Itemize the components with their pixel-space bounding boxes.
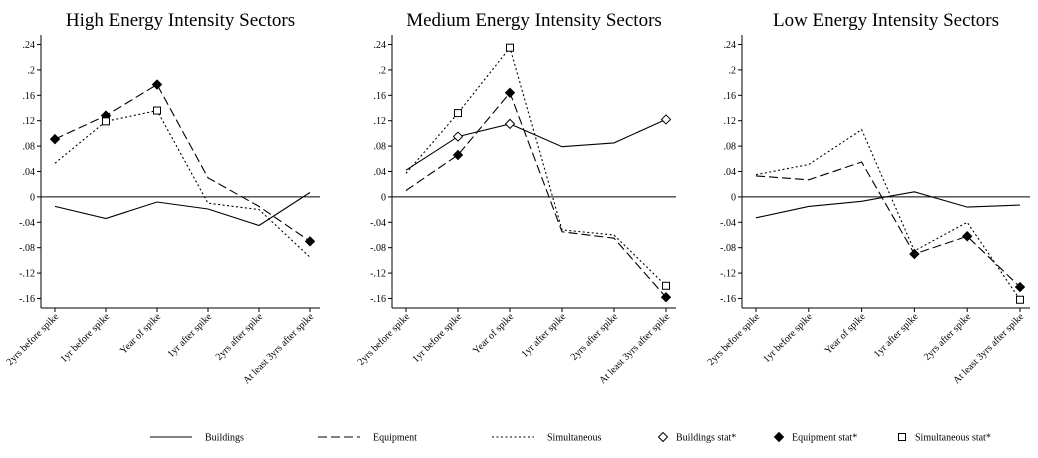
y-tick-label: -.12 [19,269,35,280]
y-tick-label: .08 [724,142,737,153]
chart-legend: Buildings Equipment Simultaneous Buildings … [150,431,991,444]
y-tick-label: .08 [374,142,387,153]
x-tick-label: 2yrs after spike [569,311,621,363]
chart-title: Medium Energy Intensity Sectors [406,10,662,31]
marker-simultaneous-stat [102,117,110,126]
marker-equipment-stat [452,149,464,161]
legend-item-buildings-stat: Buildings stat* [657,431,736,444]
legend-marker-swatch [657,431,669,443]
legend-label: Buildings [205,433,244,444]
x-tick-label: 1yr before spike [410,311,464,365]
y-tick-label: -.16 [19,294,35,305]
x-tick-label: 2yrs after spike [214,311,266,363]
marker-equipment-stat [660,291,672,303]
x-tick-label: 2yrs before spike [5,311,62,368]
legend-item-simultaneous-stat: Simultaneous stat* [898,433,991,444]
x-tick-label: 1yr after spike [519,311,568,360]
y-tick-label: 0 [30,192,35,203]
marker-simultaneous-stat [662,281,670,290]
y-tick-label: .2 [379,65,387,76]
x-tick-label: Year of spike [471,311,517,357]
legend-label: Simultaneous [547,433,602,444]
x-tick-label: 1yr after spike [872,311,921,360]
series-line-buildings [405,118,667,171]
marker-equipment-stat [304,236,316,247]
chart-panel-1: High Energy Intensity Sectors .24 .2 .16 .12… [5,10,320,386]
marker-equipment-stat [151,79,163,90]
y-tick-label: -.08 [370,243,386,254]
marker-simultaneous-stat [153,106,161,115]
marker-buildings-stat [504,118,516,130]
y-tick-label: .16 [23,91,36,102]
series-line-equipment [54,83,311,242]
marker-equipment-stat [961,231,973,242]
y-tick-label: -.04 [720,218,736,229]
marker-equipment-stat [909,248,920,260]
legend-label: Equipment stat* [792,433,857,444]
y-tick-label: .04 [724,167,737,178]
legend-label: Buildings stat* [676,433,736,444]
series-line-equipment [755,161,1021,288]
y-tick-label: .04 [374,167,387,178]
series-line-simultaneous [405,46,667,287]
marker-equipment-stat [49,133,61,145]
y-tick-label: 0 [731,192,736,203]
x-tick-label: 1yr before spike [761,311,815,365]
y-tick-label: .12 [724,116,737,127]
y-tick-label: -.04 [19,218,35,229]
chart-panel-3: Low Energy Intensity Sectors .24 .2 .16 .12.… [706,10,1030,386]
marker-equipment-stat [1014,281,1026,293]
x-tick-label: Year of spike [118,311,164,357]
legend-item-simultaneous: Simultaneous [492,433,602,444]
y-tick-label: .24 [374,40,387,51]
y-tick-label: .24 [23,40,36,51]
y-tick-label: .08 [23,142,36,153]
x-tick-label: 1yr after spike [165,311,214,360]
y-tick-label: .16 [374,91,387,102]
legend-item-equipment-stat: Equipment stat* [773,431,857,444]
y-tick-label: -.08 [720,243,736,254]
x-tick-label: 2yrs after spike [922,311,974,363]
marker-buildings-stat [452,131,464,142]
x-tick-label: 2yrs before spike [356,311,413,368]
y-tick-label: .04 [23,167,36,178]
y-tick-label: .12 [374,116,387,127]
series-line-buildings [755,191,1021,219]
marker-buildings-stat [660,114,672,125]
y-tick-label: -.16 [720,294,736,305]
legend-marker-swatch [773,431,785,443]
x-tick-label: Year of spike [823,311,869,357]
y-tick-label: .2 [729,65,737,76]
chart-panel-2: Medium Energy Intensity Sectors .24 .2 .16.… [356,10,676,386]
series-line-buildings [54,192,311,227]
marker-simultaneous-stat [1016,295,1024,304]
series-line-simultaneous [755,128,1021,301]
legend-item-buildings: Buildings [150,433,244,444]
y-tick-label: -.16 [370,294,386,305]
legend-label: Simultaneous stat* [915,433,991,444]
marker-simultaneous-stat [506,43,514,52]
x-tick-label: 1yr before spike [58,311,112,365]
y-tick-label: .24 [724,40,737,51]
chart-title: Low Energy Intensity Sectors [773,10,999,31]
y-tick-label: .12 [23,116,36,127]
y-tick-label: .2 [28,65,36,76]
x-tick-label: 2yrs before spike [706,311,763,368]
y-tick-label: 0 [381,192,386,203]
series-line-simultaneous [54,109,311,258]
y-tick-label: .16 [724,91,737,102]
legend-item-equipment: Equipment [318,433,417,444]
chart-title: High Energy Intensity Sectors [66,10,295,31]
y-tick-label: -.04 [370,218,386,229]
legend-label: Equipment [373,433,417,444]
marker-simultaneous-stat [454,109,462,118]
series-line-equipment [405,91,667,298]
y-tick-label: -.08 [19,243,35,254]
y-tick-label: -.12 [370,269,386,280]
marker-equipment-stat [504,87,516,98]
y-tick-label: -.12 [720,269,736,280]
legend-marker-swatch [898,433,906,441]
